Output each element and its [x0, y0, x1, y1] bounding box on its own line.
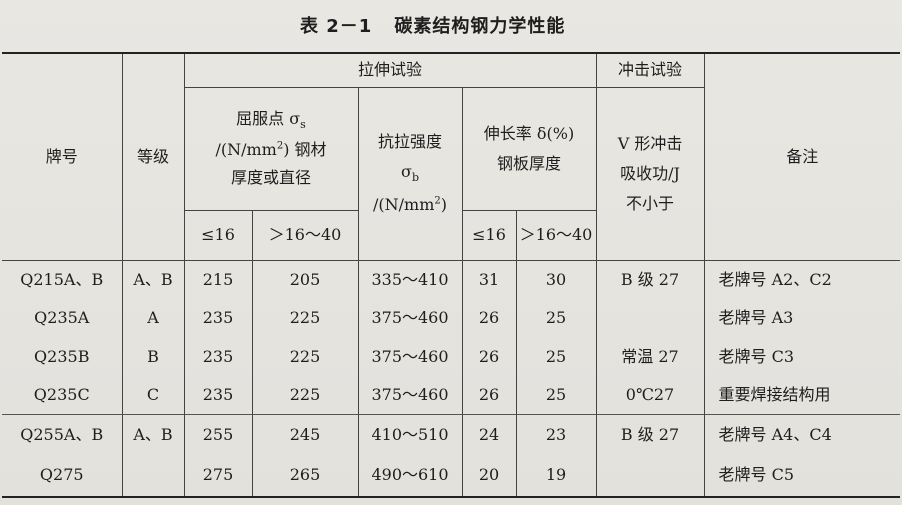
table-row: Q275 275 265 490～610 20 19 老牌号 C5	[2, 453, 901, 499]
cell-yield-16-40: 225	[251, 298, 359, 338]
cell-impact	[595, 298, 705, 338]
cell-yield-16-40: 225	[251, 376, 359, 415]
cell-remarks: 重要焊接结构用	[703, 376, 901, 415]
cell-impact: B 级 27	[595, 414, 705, 454]
cell-grade: Q235B	[2, 337, 123, 377]
cell-tensile-strength: 335～410	[357, 259, 463, 299]
table-row: Q235B B 235 225 375～460 26 25 常温 27 老牌号 …	[2, 337, 901, 377]
cell-remarks: 老牌号 A3	[703, 298, 901, 338]
cell-elong-16-40: 25	[515, 298, 597, 338]
header-level: 等级	[121, 51, 185, 261]
cell-impact: 常温 27	[595, 337, 705, 377]
header-row-2: 屈服点 σs /(N/mm2) 钢材 厚度或直径 抗拉强度 σb /(N/mm2…	[2, 86, 900, 261]
cell-yield-le16: 255	[183, 414, 253, 454]
cell-elong-le16: 26	[461, 298, 517, 338]
cell-yield-le16: 235	[183, 376, 253, 415]
table-title: 表 2－1 碳素结构钢力学性能	[300, 12, 565, 38]
cell-elong-le16: 26	[461, 376, 517, 415]
cell-level: B	[121, 337, 185, 377]
cell-remarks: 老牌号 C3	[703, 337, 901, 377]
cell-elong-16-40: 30	[515, 259, 597, 299]
cell-level: A	[121, 298, 185, 338]
cell-yield-le16: 235	[183, 337, 253, 377]
cell-tensile-strength: 375～460	[357, 298, 463, 338]
cell-impact: 0℃27	[595, 376, 705, 415]
cell-yield-le16: 275	[183, 453, 253, 499]
cell-yield-16-40: 245	[251, 414, 359, 454]
header-yield-16-40: ＞16～40	[251, 209, 359, 261]
table-caption: 碳素结构钢力学性能	[394, 16, 566, 37]
cell-level	[121, 453, 185, 499]
cell-elong-le16: 26	[461, 337, 517, 377]
table-row: Q255A、B A、B 255 245 410～510 24 23 B 级 27…	[2, 414, 901, 454]
table-row: Q215A、B A、B 215 205 335～410 31 30 B 级 27…	[2, 259, 901, 299]
cell-grade: Q235C	[2, 376, 123, 415]
cell-grade: Q235A	[2, 298, 123, 338]
cell-level: A、B	[121, 259, 185, 299]
cell-elong-le16: 20	[461, 453, 517, 499]
cell-remarks: 老牌号 C5	[703, 453, 901, 499]
header-yield-le16: ≤16	[183, 209, 253, 261]
cell-elong-16-40: 23	[515, 414, 597, 454]
cell-remarks: 老牌号 A2、C2	[703, 259, 901, 299]
cell-yield-le16: 235	[183, 298, 253, 338]
cell-level: A、B	[121, 414, 185, 454]
cell-impact: B 级 27	[595, 259, 705, 299]
cell-elong-le16: 31	[461, 259, 517, 299]
cell-grade: Q215A、B	[2, 259, 123, 299]
cell-impact	[595, 453, 705, 499]
table-row: Q235C C 235 225 375～460 26 25 0℃27 重要焊接结…	[2, 376, 901, 415]
cell-elong-16-40: 19	[515, 453, 597, 499]
header-remarks: 备注	[703, 51, 901, 261]
cell-yield-le16: 215	[183, 259, 253, 299]
header-grade: 牌号	[2, 51, 123, 261]
cell-tensile-strength: 490～610	[357, 453, 463, 499]
table-row: Q235A A 235 225 375～460 26 25 老牌号 A3	[2, 298, 901, 338]
cell-elong-16-40: 25	[515, 376, 597, 415]
header-elong-16-40: ＞16～40	[515, 209, 597, 261]
cell-yield-16-40: 205	[251, 259, 359, 299]
header-tensile-strength: 抗拉强度 σb /(N/mm2)	[357, 86, 463, 261]
header-impact-energy: V 形冲击 吸收功/J 不小于	[595, 86, 705, 261]
cell-tensile-strength: 375～460	[357, 376, 463, 415]
header-yield-point: 屈服点 σs /(N/mm2) 钢材 厚度或直径	[183, 86, 359, 211]
cell-yield-16-40: 265	[251, 453, 359, 499]
table-number: 表 2－1	[300, 16, 373, 37]
header-tensile-test: 拉伸试验	[183, 51, 597, 88]
cell-elong-16-40: 25	[515, 337, 597, 377]
cell-grade: Q275	[2, 453, 123, 499]
header-elong-le16: ≤16	[461, 209, 517, 261]
header-row-3: ≤16 ＞16～40 ≤16 ＞16～40	[2, 209, 900, 261]
cell-yield-16-40: 225	[251, 337, 359, 377]
header-row-1: 牌号 等级 拉伸试验 冲击试验 备注	[2, 51, 901, 261]
header-elongation: 伸长率 δ(%) 钢板厚度	[461, 86, 597, 211]
cell-level: C	[121, 376, 185, 415]
cell-elong-le16: 24	[461, 414, 517, 454]
header-impact-test: 冲击试验	[595, 51, 705, 88]
cell-grade: Q255A、B	[2, 414, 123, 454]
properties-table: 牌号 等级 拉伸试验 冲击试验 备注 屈服点 σs /(N/mm2) 钢材 厚度…	[2, 51, 901, 499]
cell-tensile-strength: 410～510	[357, 414, 463, 454]
cell-tensile-strength: 375～460	[357, 337, 463, 377]
cell-remarks: 老牌号 A4、C4	[703, 414, 901, 454]
